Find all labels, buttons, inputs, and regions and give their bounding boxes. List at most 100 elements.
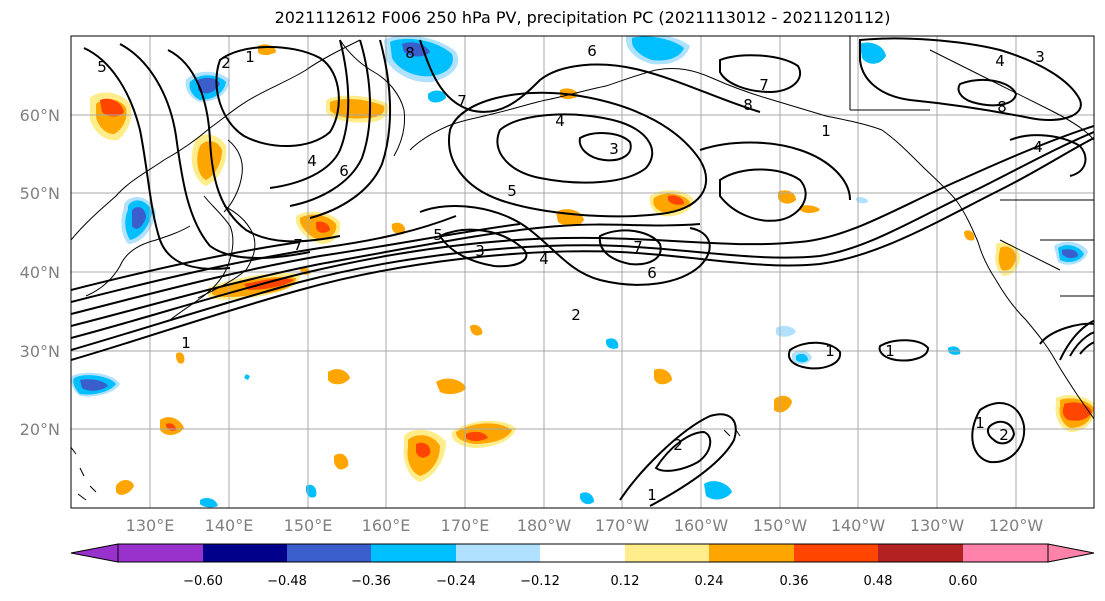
lon-label: 120°W	[989, 516, 1044, 535]
lat-label: 40°N	[20, 263, 60, 282]
colorbar-cell	[456, 544, 540, 562]
contour-wave-2	[438, 228, 528, 268]
colorbar-cell	[203, 544, 287, 562]
contour-label: 6	[587, 42, 597, 60]
contour-label: 4	[539, 250, 549, 268]
contour-5-jet	[71, 223, 521, 315]
coastlines	[71, 36, 1094, 501]
lon-label: 130°E	[126, 516, 175, 535]
contour-label: 1	[975, 414, 985, 432]
contour-north-inner	[957, 78, 1018, 107]
contour-east-loop	[971, 402, 1026, 464]
contour-label: 6	[647, 264, 657, 282]
contour-trough-west	[83, 47, 231, 270]
contour-label: 1	[647, 486, 657, 504]
contour-6-jet	[71, 215, 457, 303]
contour-label: 4	[307, 152, 317, 170]
contour-label: 4	[1033, 138, 1043, 156]
contour-label: 2	[221, 54, 231, 72]
contour-label: 8	[405, 44, 415, 62]
contour-label: 1	[825, 342, 835, 360]
contour-east-loop-2	[986, 420, 1016, 445]
lon-label: 160°E	[362, 516, 411, 535]
contour-loop-core	[578, 132, 632, 162]
colorbar-outline	[117, 543, 1049, 563]
contour-ne-loop-1	[788, 341, 842, 370]
colorbar-cell	[287, 544, 371, 562]
contour-ridge-1	[269, 39, 350, 189]
colorbar-extend-left	[70, 543, 119, 563]
colorbar-tick-label: 0.24	[695, 574, 724, 589]
colorbar: −0.60 −0.48 −0.36 −0.24 −0.12 0.12 0.24 …	[70, 543, 1095, 589]
contour-1-south	[71, 137, 1094, 361]
lon-label: 130°W	[910, 516, 965, 535]
contour-north-4	[1009, 134, 1087, 177]
precip-negative-shading	[71, 36, 1088, 508]
contour-label: 2	[673, 436, 683, 454]
lat-label: 30°N	[20, 342, 60, 361]
contour-label: 5	[433, 226, 443, 244]
colorbar-extend-right	[1047, 543, 1095, 563]
contour-wave-1	[419, 205, 711, 286]
contour-label: 1	[821, 122, 831, 140]
lon-label: 140°E	[205, 516, 254, 535]
contour-label: 1	[181, 334, 191, 352]
contour-far-se	[1039, 322, 1094, 345]
colorbar-cell	[118, 544, 203, 562]
contour-label: 3	[475, 242, 485, 260]
contour-label: 7	[759, 76, 769, 94]
contour-2-south-loop-inner	[654, 430, 712, 472]
contour-4-jet	[71, 223, 701, 327]
lon-label: 160°W	[674, 516, 729, 535]
contour-wave-5	[719, 168, 807, 222]
longitude-labels: 130°E 140°E 150°E 160°E 170°E 180°W 170°…	[126, 516, 1044, 535]
contour-se-loops	[1059, 319, 1094, 361]
lon-label: 150°E	[284, 516, 333, 535]
contour-label: 8	[743, 96, 753, 114]
latitude-labels: 60°N 50°N 40°N 30°N 20°N	[20, 106, 60, 439]
contour-low-nw	[215, 45, 340, 147]
colorbar-tick-label: −0.60	[183, 574, 223, 589]
map-panel: 5 2 1 6 8 4 7 3 4 5 6 7 3 4 5 6 7 2 1 8	[70, 35, 1095, 509]
lat-label: 50°N	[20, 184, 60, 203]
colorbar-tick-label: 0.48	[864, 574, 893, 589]
contour-trough-west-2	[119, 43, 311, 260]
colorbar-cell	[794, 544, 878, 562]
contour-2-south	[71, 131, 1094, 351]
contour-ne-loop-2	[878, 339, 930, 362]
pv-contours	[71, 37, 1094, 507]
colorbar-tick-label: −0.36	[351, 574, 391, 589]
lon-label: 180°W	[517, 516, 572, 535]
contour-loop-big	[448, 91, 707, 218]
contour-label: 3	[609, 140, 619, 158]
contour-label: 7	[633, 238, 643, 256]
contour-ridge-3	[309, 39, 391, 219]
colorbar-cell	[625, 544, 709, 562]
lon-label: 170°E	[441, 516, 490, 535]
contour-labels: 5 2 1 6 8 4 7 3 4 5 6 7 3 4 5 6 7 2 1 8	[97, 42, 1045, 504]
contour-label: 8	[997, 98, 1007, 116]
colorbar-tick-label: 0.60	[949, 574, 978, 589]
lat-label: 60°N	[20, 106, 60, 125]
map-title: 2021112612 F006 250 hPa PV, precipitatio…	[274, 8, 891, 27]
contour-label: 4	[555, 112, 565, 130]
contour-label: 1	[245, 48, 255, 66]
colorbar-tick-label: 0.12	[611, 574, 640, 589]
colorbar-cell	[540, 544, 625, 562]
contour-label: 6	[339, 162, 349, 180]
contour-7-jet	[71, 241, 301, 291]
colorbar-tick-label: −0.12	[520, 574, 560, 589]
colorbar-cell	[371, 544, 456, 562]
colorbar-cell	[878, 544, 963, 562]
colorbar-tick-label: −0.24	[436, 574, 476, 589]
lon-label: 170°W	[595, 516, 650, 535]
map-frame	[70, 35, 1095, 509]
lon-label: 140°W	[831, 516, 886, 535]
contour-wave-4	[699, 141, 851, 201]
contour-trough-west-3	[167, 49, 341, 243]
contour-label: 7	[457, 92, 467, 110]
colorbar-cell	[709, 544, 794, 562]
contour-label: 7	[293, 236, 303, 254]
contour-label: 4	[995, 52, 1005, 70]
